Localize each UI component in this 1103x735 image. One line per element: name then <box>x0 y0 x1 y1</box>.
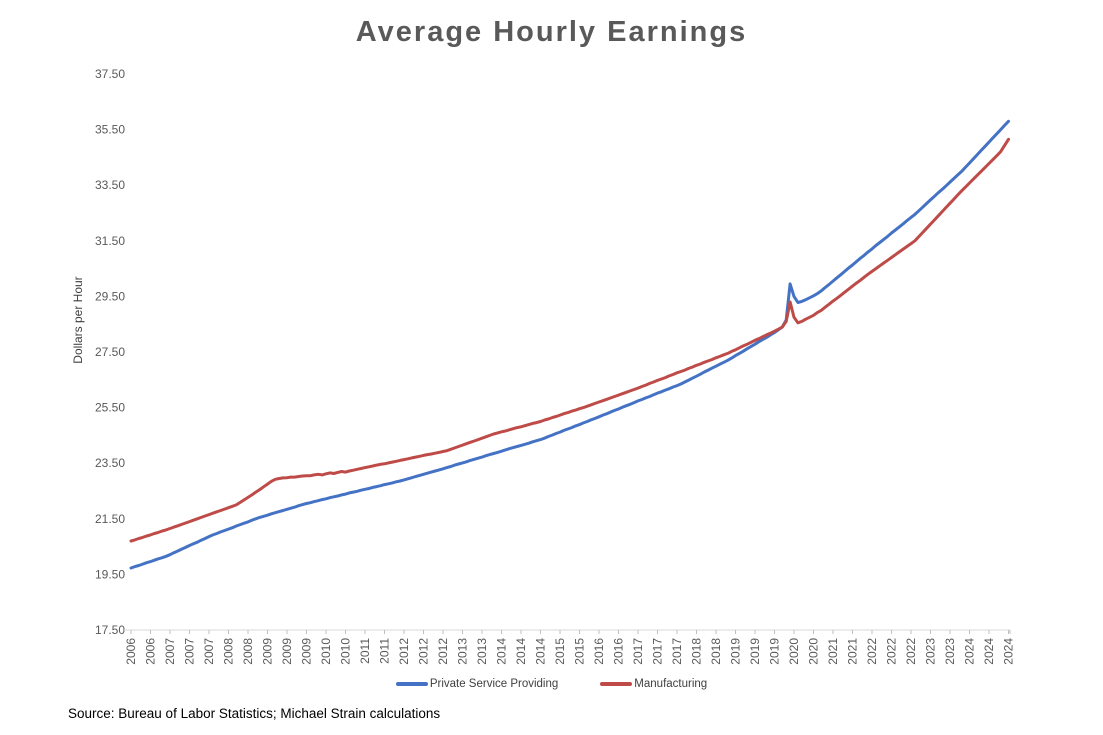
legend-item-private-service-providing: Private Service Providing <box>395 678 559 690</box>
legend: Private Service Providing Manufacturing <box>0 678 1103 690</box>
legend-label-private-service-providing: Private Service Providing <box>429 678 559 690</box>
x-axis <box>124 629 1011 634</box>
x-tick-label: 2017 <box>670 638 684 665</box>
y-tick-label: 29.50 <box>95 289 125 303</box>
x-tick-label: 2006 <box>124 638 138 665</box>
x-tick-label: 2010 <box>339 638 353 665</box>
x-tick-label: 2019 <box>748 638 762 665</box>
y-tick-label: 19.50 <box>95 567 125 581</box>
x-tick-label: 2009 <box>300 638 314 665</box>
x-tick-label: 2016 <box>592 638 606 665</box>
legend-label-manufacturing: Manufacturing <box>634 678 708 690</box>
x-tick-label: 2023 <box>924 638 938 665</box>
x-tick-label: 2013 <box>456 638 470 665</box>
x-tick-label: 2009 <box>280 638 294 665</box>
x-tick-label: 2012 <box>436 638 450 665</box>
x-tick-label: 2022 <box>904 638 918 665</box>
x-tick-label: 2018 <box>709 638 723 665</box>
x-tick-label: 2019 <box>729 638 743 665</box>
x-tick-label: 2010 <box>319 638 333 665</box>
x-tick-label: 2008 <box>222 638 236 665</box>
y-axis-tick-labels: 37.50 35.50 33.50 31.50 29.50 27.50 25.50 23.50… <box>95 67 125 637</box>
series-lines <box>129 119 1010 570</box>
series-line-private-service-providing <box>129 119 1010 570</box>
x-tick-label: 2022 <box>885 638 899 665</box>
x-tick-label: 2011 <box>378 638 392 664</box>
x-tick-label: 2011 <box>358 638 372 664</box>
x-tick-label: 2017 <box>651 638 665 665</box>
x-tick-label: 2015 <box>573 638 587 665</box>
x-tick-label: 2015 <box>553 638 567 665</box>
x-tick-label: 2021 <box>846 638 860 665</box>
x-tick-label: 2008 <box>241 638 255 665</box>
x-tick-label: 2020 <box>807 638 821 665</box>
y-tick-label: 17.50 <box>95 623 125 637</box>
x-axis-tick-labels: 2006 2006 2007 2007 2007 2008 2008 2009 2009 2009… <box>124 638 1016 665</box>
x-tick-label: 2024 <box>982 638 996 665</box>
legend-line-swatch-blue <box>395 682 428 686</box>
x-tick-label: 2014 <box>534 638 548 665</box>
x-tick-label: 2014 <box>514 638 528 665</box>
y-tick-label: 33.50 <box>95 178 125 192</box>
x-tick-label: 2007 <box>183 638 197 665</box>
y-tick-label: 31.50 <box>95 234 125 248</box>
x-tick-label: 2021 <box>826 638 840 665</box>
x-tick-label: 2017 <box>631 638 645 665</box>
x-tick-label: 2024 <box>1002 638 1016 665</box>
legend-item-manufacturing: Manufacturing <box>600 678 707 690</box>
y-tick-label: 37.50 <box>95 67 125 81</box>
y-axis-title: Dollars per Hour <box>71 276 85 363</box>
y-tick-label: 25.50 <box>95 401 125 415</box>
legend-line-swatch-red <box>600 682 633 686</box>
y-tick-label: 21.50 <box>95 512 125 526</box>
y-tick-label: 35.50 <box>95 123 125 137</box>
y-tick-label: 27.50 <box>95 345 125 359</box>
x-tick-label: 2018 <box>690 638 704 665</box>
x-tick-label: 2020 <box>787 638 801 665</box>
source-note: Source: Bureau of Labor Statistics; Mich… <box>68 706 441 721</box>
x-tick-label: 2019 <box>768 638 782 665</box>
x-tick-label: 2016 <box>612 638 626 665</box>
x-tick-label: 2007 <box>202 638 216 665</box>
y-tick-label: 23.50 <box>95 456 125 470</box>
x-tick-label: 2022 <box>865 638 879 665</box>
x-tick-label: 2006 <box>144 638 158 665</box>
x-tick-label: 2009 <box>261 638 275 665</box>
x-tick-label: 2012 <box>397 638 411 665</box>
x-tick-label: 2012 <box>417 638 431 665</box>
x-tick-label: 2023 <box>943 638 957 665</box>
x-tick-label: 2024 <box>963 638 977 665</box>
x-tick-label: 2007 <box>163 638 177 665</box>
series-line-manufacturing <box>129 137 1010 543</box>
x-tick-label: 2013 <box>475 638 489 665</box>
x-tick-label: 2014 <box>495 638 509 665</box>
chart-title: Average Hourly Earnings <box>355 16 748 48</box>
